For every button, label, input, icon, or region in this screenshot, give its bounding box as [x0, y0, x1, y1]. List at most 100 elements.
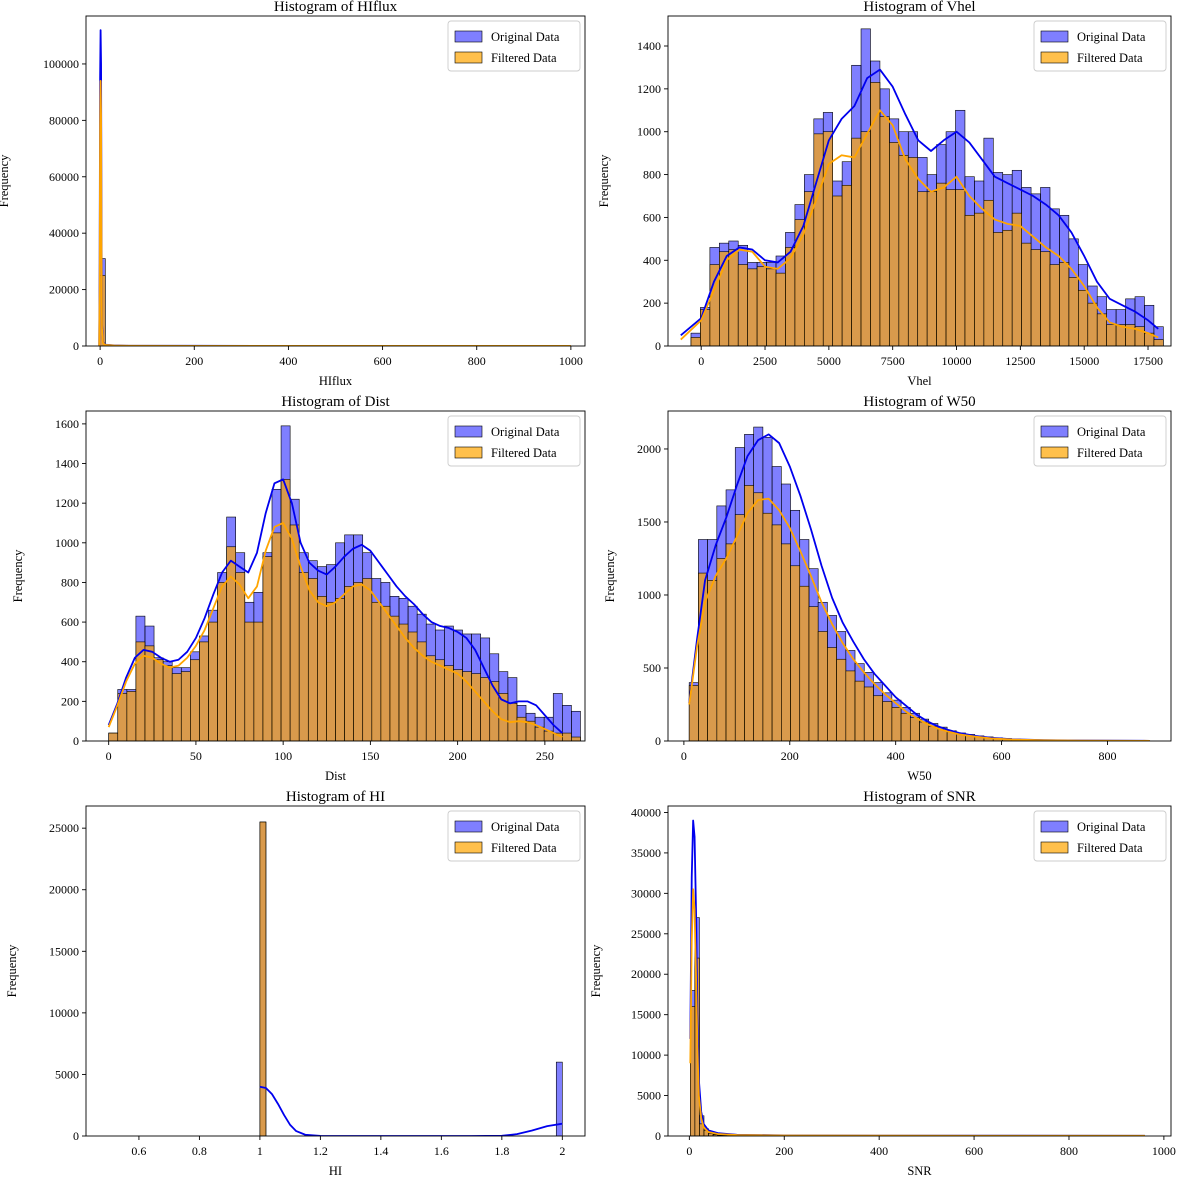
legend-original-label: Original Data	[491, 425, 560, 439]
filtered-bar	[851, 137, 862, 346]
x-tick-label: 100	[274, 749, 292, 763]
y-tick-label: 80000	[49, 113, 79, 127]
filtered-bar	[453, 669, 463, 741]
filtered-bar	[744, 485, 754, 741]
y-tick-label: 800	[643, 168, 661, 182]
y-tick-label: 1000	[637, 588, 661, 602]
y-tick-label: 500	[643, 661, 661, 675]
y-tick-label: 30000	[631, 886, 661, 900]
filtered-bar	[271, 532, 282, 741]
filtered-bar	[180, 671, 191, 741]
filtered-bar	[709, 264, 720, 346]
y-tick-label: 600	[643, 210, 661, 224]
legend-filtered-label: Filtered Data	[491, 446, 557, 460]
filtered-bar	[781, 543, 791, 741]
subplot-1: 0 200 400 600 800 1000 0 20000 40000 60000 80000 10…	[0, 0, 586, 388]
y-tick-label: 800	[61, 575, 79, 589]
x-tick-label: 17500	[1133, 354, 1163, 368]
filtered-bar	[799, 585, 810, 741]
y-tick-label: 40000	[49, 226, 79, 240]
x-tick-label: 0	[681, 749, 687, 763]
y-tick-label: 1600	[55, 417, 79, 431]
legend-filtered-swatch	[1040, 841, 1069, 854]
filtered-bar	[1153, 339, 1164, 346]
x-tick-label: 5000	[817, 354, 841, 368]
x-tick-label: 800	[468, 354, 486, 368]
filtered-bar	[716, 558, 727, 741]
y-tick-label: 1500	[637, 515, 661, 529]
filtered-bar	[434, 659, 445, 741]
filtered-bar	[489, 681, 500, 741]
filtered-bar	[909, 717, 920, 741]
filtered-bar	[845, 670, 856, 741]
filtered-bar	[898, 154, 909, 346]
y-tick-label: 0	[73, 734, 79, 748]
original-kde-line	[107, 478, 563, 734]
filtered-bar	[945, 189, 956, 346]
filtered-bar	[253, 621, 264, 741]
x-tick-label: 800	[1098, 749, 1116, 763]
original-kde-line	[680, 68, 1159, 336]
filtered-bar	[907, 157, 919, 346]
y-tick-label: 1000	[55, 536, 79, 550]
plot-area	[98, 29, 571, 346]
y-tick-label: 20000	[49, 283, 79, 297]
chart-title: Histogram of Vhel	[863, 0, 975, 15]
x-tick-label: 200	[775, 1144, 793, 1158]
legend-original-swatch	[454, 820, 483, 833]
legend: Original Data Filtered Data	[1033, 20, 1167, 72]
original-kde-line	[259, 1085, 563, 1136]
filtered-bar	[1030, 249, 1041, 346]
x-tick-label: 12500	[1005, 354, 1035, 368]
filtered-kde-line	[689, 888, 1145, 1136]
filtered-bar	[836, 658, 847, 741]
x-axis-label: Vhel	[907, 374, 932, 388]
x-tick-label: 1000	[1152, 1144, 1176, 1158]
filtered-bar	[344, 586, 354, 741]
filtered-bar	[317, 596, 327, 741]
x-tick-label: 0	[686, 1144, 692, 1158]
x-tick-label: 0.6	[131, 1144, 146, 1158]
y-tick-label: 0	[655, 339, 661, 353]
filtered-bar	[444, 665, 454, 741]
plot-area	[107, 425, 581, 741]
y-tick-label: 1000	[637, 125, 661, 139]
filtered-bar	[1002, 229, 1013, 346]
filtered-bar	[190, 659, 200, 741]
filtered-bar	[926, 191, 937, 346]
legend-filtered-swatch	[454, 841, 483, 854]
filtered-bar	[471, 673, 481, 741]
filtered-bar	[571, 736, 581, 741]
filtered-bar	[562, 732, 572, 741]
x-tick-label: 1.2	[313, 1144, 328, 1158]
y-tick-label: 5000	[55, 1067, 79, 1081]
original-kde-line	[98, 29, 571, 346]
legend-original-swatch	[1040, 820, 1069, 833]
x-tick-label: 400	[887, 749, 905, 763]
legend: Original Data Filtered Data	[447, 20, 581, 72]
filtered-bar	[992, 232, 1004, 346]
x-axis-label: W50	[907, 769, 931, 783]
filtered-bar	[1068, 277, 1079, 346]
filtered-bar	[756, 266, 767, 346]
filtered-bar	[725, 543, 736, 741]
filtered-bar	[353, 582, 364, 741]
x-tick-label: 250	[536, 749, 554, 763]
filtered-bar	[199, 641, 209, 741]
legend: Original Data Filtered Data	[1033, 810, 1167, 862]
filtered-bar	[817, 631, 828, 741]
axes-frame	[85, 805, 586, 1137]
filtered-bar	[747, 268, 758, 346]
y-tick-label: 15000	[631, 1008, 661, 1022]
filtered-bar	[280, 479, 291, 741]
y-tick-label: 600	[61, 615, 79, 629]
filtered-bar	[153, 659, 164, 741]
filtered-bar	[690, 337, 701, 346]
filtered-bar	[108, 732, 119, 741]
y-tick-label: 2000	[637, 442, 661, 456]
filtered-bar	[326, 601, 336, 741]
filtered-bar	[762, 512, 773, 741]
legend-original-label: Original Data	[1077, 820, 1146, 834]
filtered-bar	[983, 199, 994, 346]
legend-filtered-label: Filtered Data	[1077, 446, 1143, 460]
